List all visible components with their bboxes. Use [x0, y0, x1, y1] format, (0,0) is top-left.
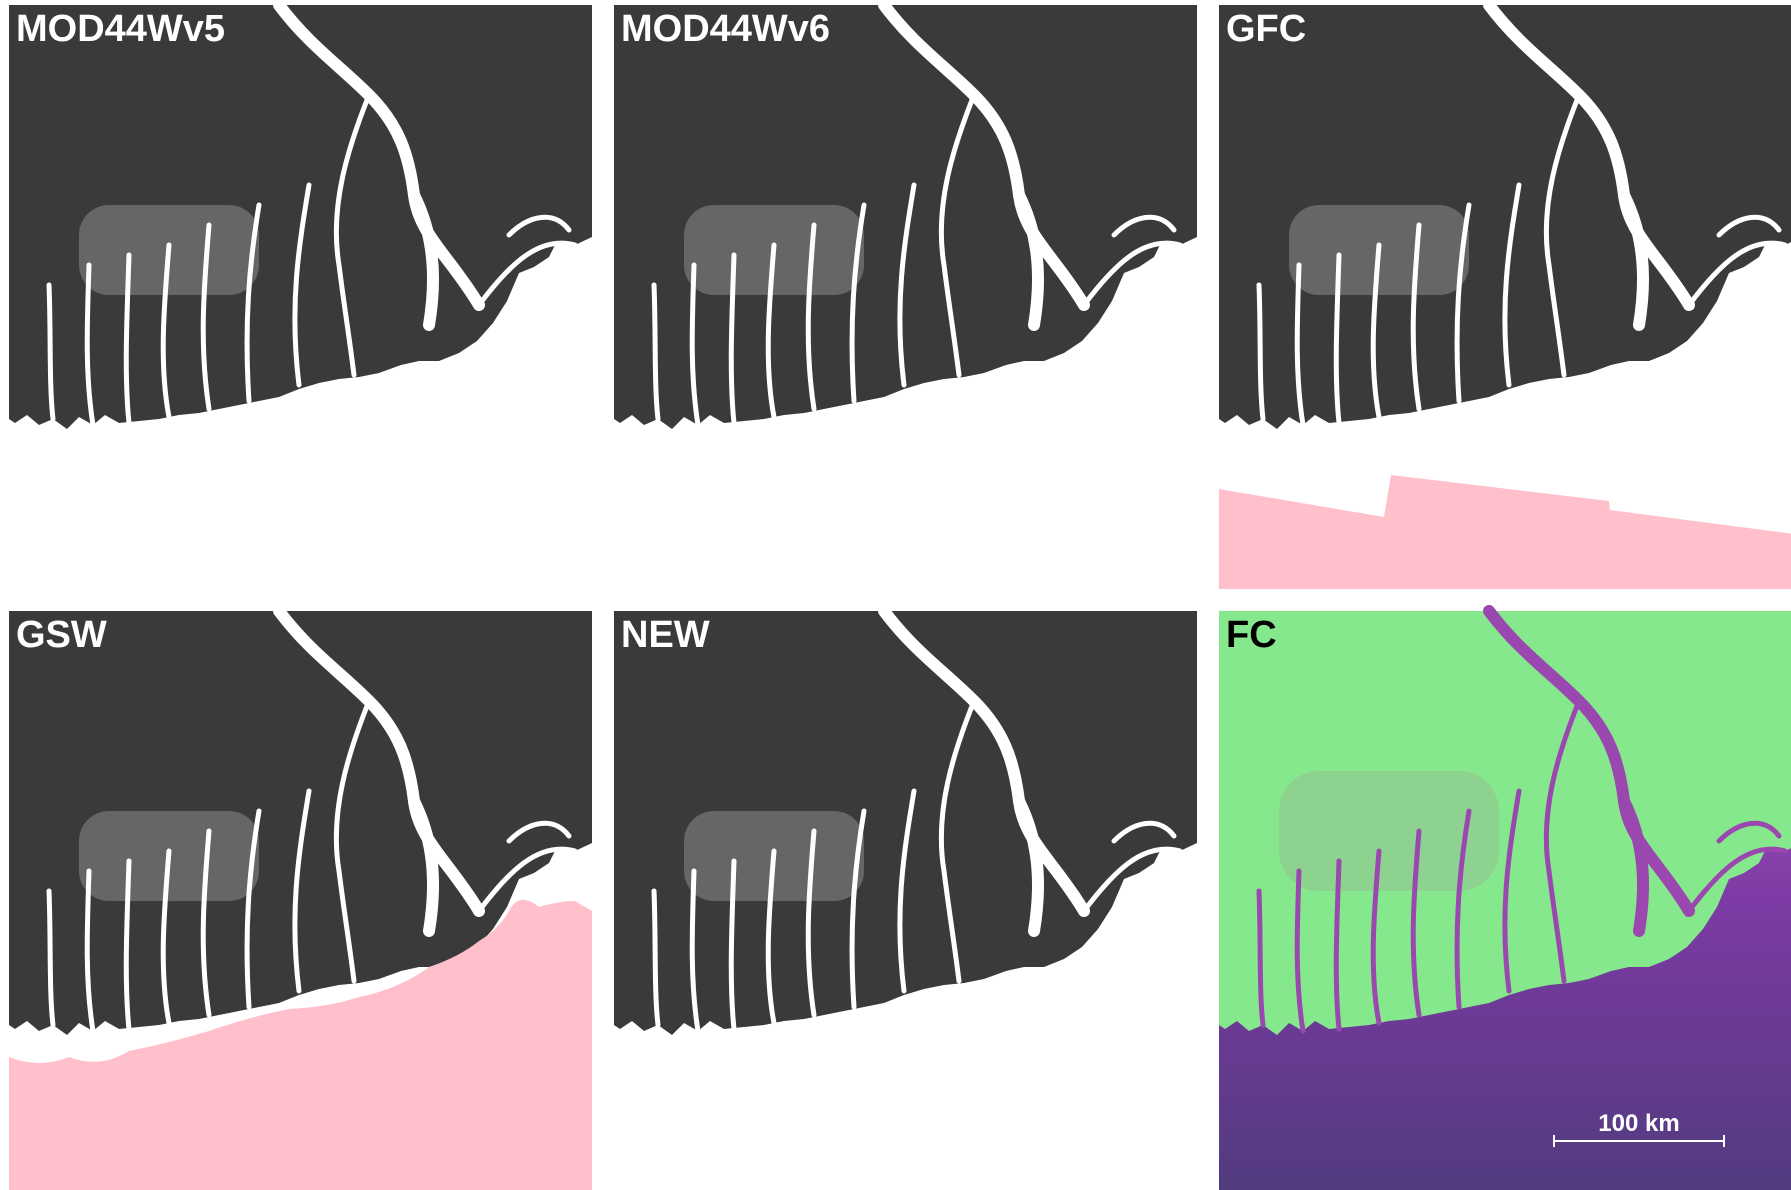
- map-panel: FC 100 km: [1219, 611, 1791, 1190]
- map-panel: NEW: [614, 611, 1197, 1190]
- page: MOD44Wv5MOD44Wv6GFCGSWNEWFC100 km (() =>…: [0, 0, 1791, 1190]
- panel-label: GSW: [16, 614, 107, 656]
- panel-label: MOD44Wv5: [16, 8, 225, 50]
- panel-label: MOD44Wv6: [621, 8, 830, 50]
- river: [731, 861, 734, 1029]
- figure: MOD44Wv5 MOD44Wv6 GFC GSW NEW FC 100 km: [0, 0, 1791, 1190]
- map-panel: MOD44Wv5: [9, 5, 592, 589]
- river: [1336, 255, 1339, 423]
- panel-label: FC: [1226, 614, 1277, 656]
- scale-bar-label: 100 km: [1598, 1110, 1679, 1137]
- map-panel: MOD44Wv6: [614, 5, 1197, 589]
- river: [1336, 861, 1339, 1029]
- panel-label: NEW: [621, 614, 710, 656]
- river: [126, 861, 129, 1029]
- river: [126, 255, 129, 423]
- panel-label: GFC: [1226, 8, 1306, 50]
- map-panel: GSW: [9, 611, 592, 1190]
- map-panel: GFC: [1219, 5, 1791, 589]
- river: [731, 255, 734, 423]
